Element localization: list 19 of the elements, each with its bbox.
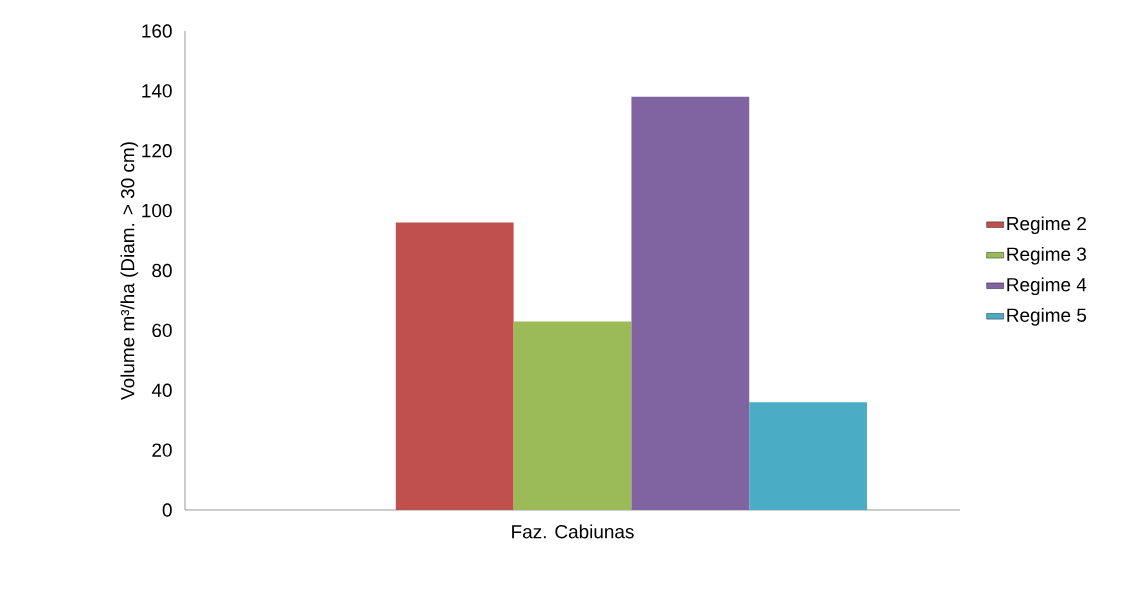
y-axis-title: Volume m³/ha (Diam. > 30 cm) [120, 142, 139, 400]
y-tick-label: 160 [142, 24, 172, 38]
legend-label: Regime 5 [1007, 308, 1087, 326]
y-tick-label: 80 [152, 263, 172, 278]
legend-label: Regime 4 [1007, 277, 1087, 296]
bar [513, 321, 632, 510]
y-tick-label: 120 [142, 144, 172, 158]
y-tick-label: 60 [152, 323, 172, 338]
y-tick-label: 40 [151, 383, 172, 397]
y-tick-label: 140 [142, 84, 172, 98]
bar [395, 222, 514, 510]
bar [749, 402, 868, 510]
y-tick-label: 20 [152, 443, 172, 457]
legend-label: Regime 2 [1007, 216, 1086, 235]
y-tick-label: 100 [142, 203, 172, 218]
legend-label: Regime 3 [1007, 246, 1086, 265]
x-tick-label: Faz. Cabiunas [512, 524, 634, 539]
y-tick-label: 0 [162, 503, 172, 517]
bar [631, 96, 750, 510]
